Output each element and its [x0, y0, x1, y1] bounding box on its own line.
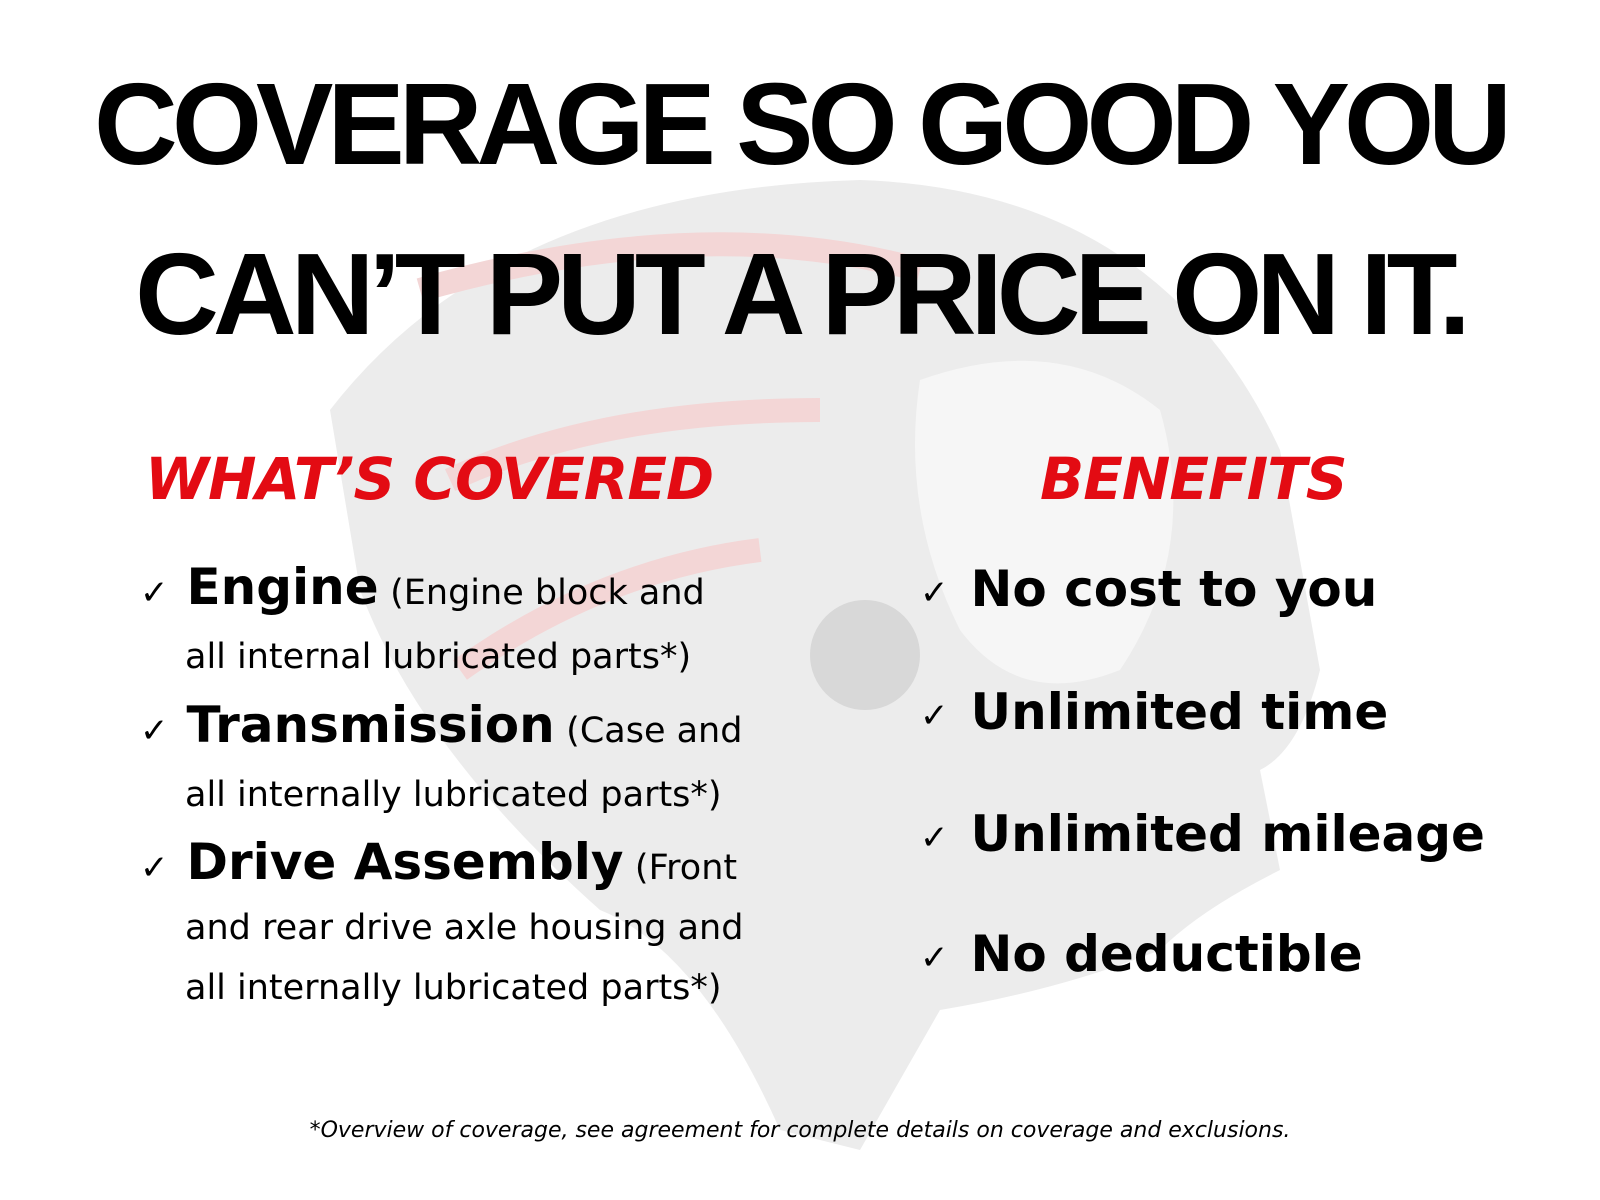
headline-line-1: COVERAGE SO GOOD YOU [0, 55, 1600, 194]
checkmark-icon: ✓ [920, 695, 949, 736]
benefit-label: No deductible [970, 925, 1363, 983]
item-detail: (Front [634, 848, 738, 888]
benefit-label: No cost to you [970, 560, 1378, 618]
checkmark-icon: ✓ [920, 817, 949, 858]
benefits-heading: BENEFITS [1040, 445, 1348, 513]
benefit-item: ✓ No deductible [920, 925, 1580, 983]
benefit-label: Unlimited time [970, 683, 1389, 741]
covered-item-transmission: ✓ Transmission (Case and all internally l… [140, 693, 820, 827]
item-detail: all internal lubricated parts*) [185, 637, 692, 677]
watermark-logo [330, 180, 1320, 1150]
checkmark-icon: ✓ [920, 572, 949, 613]
item-detail: (Case and [566, 711, 743, 751]
item-detail: all internally lubricated parts*) [185, 968, 722, 1008]
whats-covered-heading: WHAT’S COVERED [145, 445, 714, 513]
covered-item-drive-assembly: ✓ Drive Assembly (Front and rear drive ax… [140, 832, 820, 1018]
checkmark-icon: ✓ [140, 711, 169, 751]
item-detail: all internally lubricated parts*) [185, 775, 722, 815]
checkmark-icon: ✓ [920, 937, 949, 978]
headline-text: CAN’T PUT A PRICE ON IT. [135, 229, 1471, 359]
benefit-item: ✓ No cost to you [920, 560, 1580, 618]
covered-item-engine: ✓ Engine (Engine block and all internal l… [140, 555, 820, 689]
checkmark-icon: ✓ [140, 848, 169, 888]
headline-line-2: CAN’T PUT A PRICE ON IT. [0, 225, 1600, 364]
benefit-item: ✓ Unlimited mileage [920, 805, 1580, 863]
item-name: Transmission [186, 696, 555, 754]
item-name: Drive Assembly [186, 833, 624, 891]
benefit-item: ✓ Unlimited time [920, 683, 1580, 741]
item-detail: (Engine block and [390, 573, 705, 613]
benefit-label: Unlimited mileage [970, 805, 1485, 863]
item-detail: and rear drive axle housing and [185, 908, 744, 948]
checkmark-icon: ✓ [140, 573, 169, 613]
item-name: Engine [186, 558, 379, 616]
footnote: *Overview of coverage, see agreement for… [309, 1118, 1291, 1143]
headline-text: COVERAGE SO GOOD YOU [94, 59, 1512, 189]
